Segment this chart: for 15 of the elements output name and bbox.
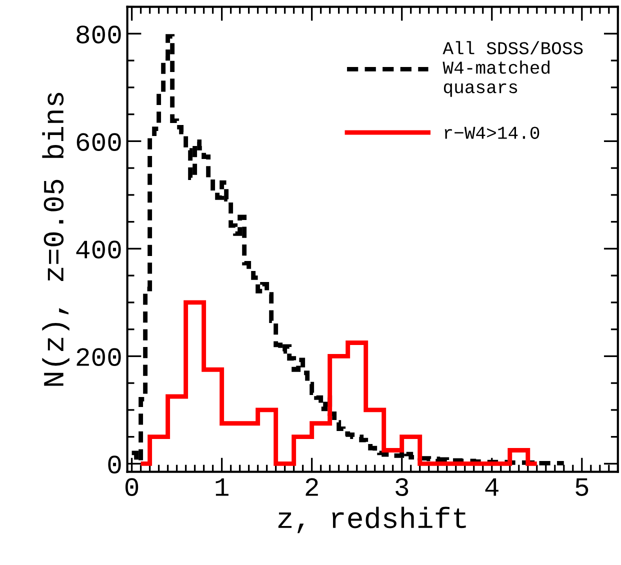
- y-tick-label: 200: [76, 348, 121, 366]
- y-tick-label: 400: [76, 240, 121, 259]
- x-axis-title: z, redshift: [278, 506, 466, 534]
- x-tick-label: 3: [396, 478, 408, 496]
- x-tick-label: 1: [216, 478, 228, 496]
- legend-label: r−W4>14.0: [444, 126, 540, 139]
- x-tick-label: 5: [576, 478, 588, 496]
- x-tick-label: 4: [485, 478, 498, 496]
- y-tick-label: 800: [76, 26, 121, 44]
- y-axis-title: N(z), z=0.05 bins: [42, 92, 70, 386]
- x-tick-label: 0: [125, 478, 138, 496]
- legend-label: All SDSS/BOSS W4-matched quasars: [442, 41, 583, 97]
- y-tick-label: 0: [108, 456, 121, 474]
- y-tick-label: 600: [76, 133, 121, 151]
- x-tick-label: 2: [306, 478, 318, 496]
